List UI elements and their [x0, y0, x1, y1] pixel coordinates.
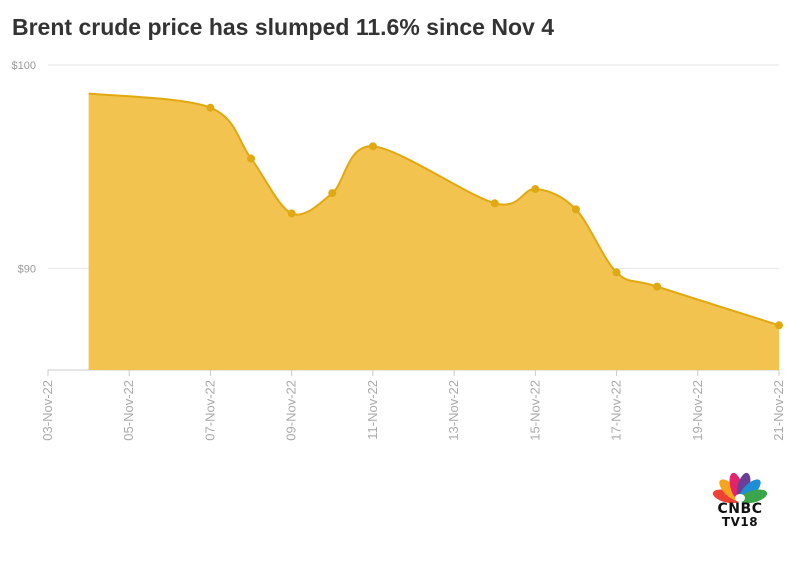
chart-title: Brent crude price has slumped 11.6% sinc…: [12, 14, 554, 40]
cnbc-tv18-logo: CNBC TV18: [706, 464, 774, 532]
x-tick-label: 21-Nov-22: [771, 380, 786, 441]
x-tick-label: 17-Nov-22: [609, 380, 624, 441]
data-point: [653, 282, 662, 291]
area-fill: [88, 93, 780, 370]
x-tick-label: 11-Nov-22: [365, 380, 380, 440]
x-tick-label: 13-Nov-22: [446, 380, 461, 441]
y-tick-label: $100: [12, 60, 36, 72]
data-point: [531, 185, 540, 194]
y-tick-label: $90: [18, 263, 36, 275]
series-line: [88, 92, 780, 327]
logo-text-cnbc: CNBC: [717, 501, 763, 517]
area-layer: [88, 92, 780, 370]
data-point: [571, 205, 580, 214]
x-tick-label: 19-Nov-22: [690, 380, 705, 441]
x-axis-ticks: 03-Nov-22 05-Nov-22 07-Nov-22 09-Nov-22 11-N…: [40, 370, 786, 441]
data-point: [612, 268, 621, 277]
x-tick-label: 03-Nov-22: [40, 380, 55, 441]
x-tick-label: 15-Nov-22: [527, 380, 542, 441]
peacock-icon: [712, 472, 768, 504]
data-point: [206, 103, 215, 112]
data-point: [247, 154, 256, 163]
x-tick-label: 05-Nov-22: [121, 380, 136, 441]
data-point: [287, 209, 296, 218]
x-tick-label: 09-Nov-22: [284, 380, 299, 441]
data-point: [490, 199, 499, 208]
data-point: [775, 321, 783, 330]
data-point: [368, 142, 377, 151]
y-axis-ticks: $90 $100: [12, 60, 36, 275]
x-tick-label: 07-Nov-22: [202, 380, 217, 441]
data-point: [328, 189, 337, 198]
logo-text-tv18: TV18: [721, 515, 759, 529]
marker-layer: [206, 103, 783, 330]
